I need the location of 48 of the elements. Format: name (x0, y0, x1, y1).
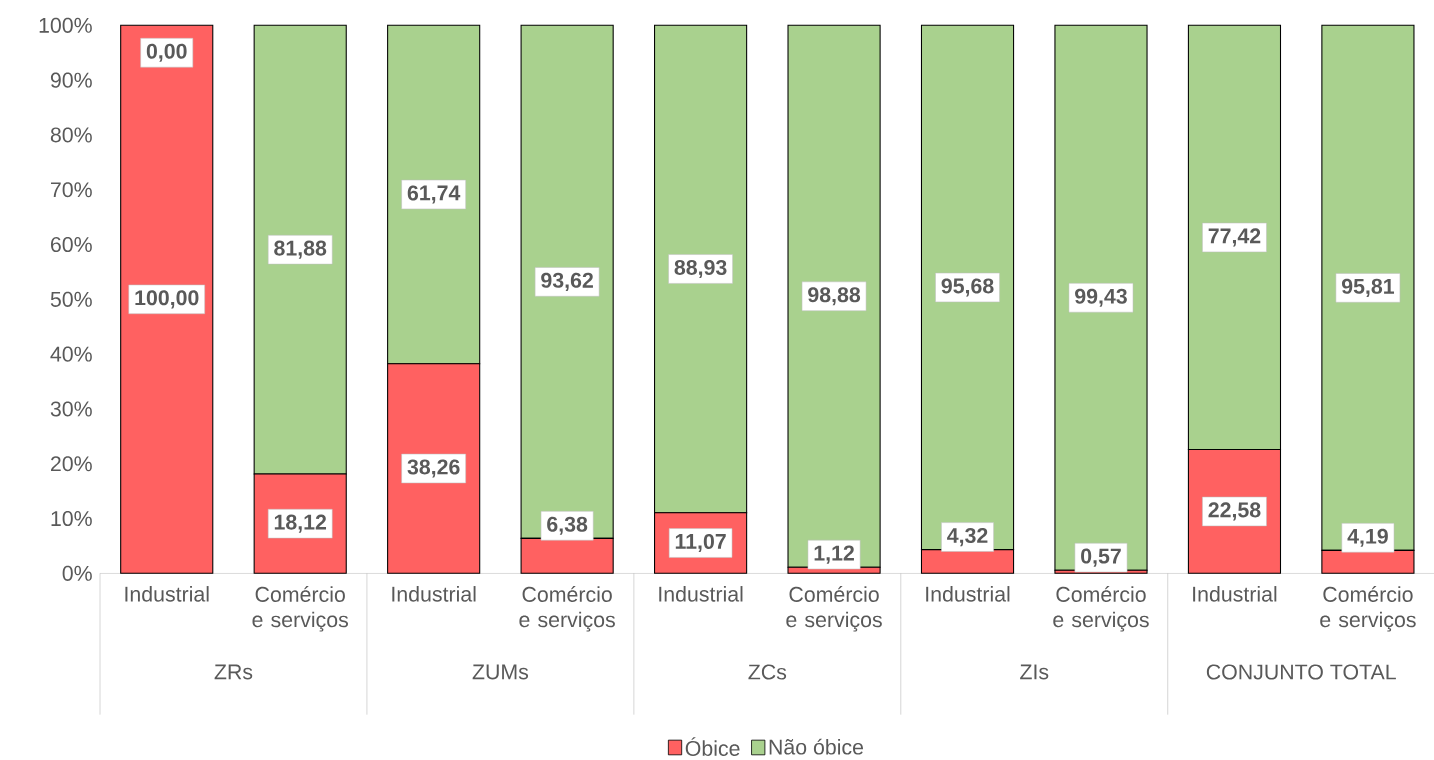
y-tick-label: 0% (62, 565, 92, 581)
data-label: 0,57 (1081, 548, 1121, 567)
y-tick-label: 50% (50, 291, 92, 307)
legend-label: Óbice (685, 737, 740, 757)
data-label: 88,93 (674, 259, 727, 279)
x-tick-label: Industrial (659, 586, 743, 602)
x-tick-label: Industrial (125, 586, 209, 602)
text: ZCs (748, 664, 787, 680)
text: CONJUNTO TOTAL (1206, 664, 1396, 680)
text: ZRs (214, 664, 253, 680)
x-tick-label: Industrial (392, 586, 476, 602)
x-tick-label: Comércio e serviços (1320, 586, 1416, 632)
data-label: 99,43 (1075, 288, 1127, 307)
data-label: 81,88 (274, 240, 327, 259)
y-tick-label: 70% (51, 182, 92, 198)
y-tick-label: 10% (51, 510, 92, 527)
data-label: 11,07 (675, 533, 726, 553)
x-tick-label: Industrial (926, 586, 1010, 602)
data-label: 95,81 (1341, 278, 1395, 297)
x-tick-label: Comércio e serviços (252, 586, 349, 632)
data-label: 98,88 (808, 287, 861, 306)
x-tick-label: Comércio e serviços (519, 586, 615, 632)
data-label: 95,68 (941, 278, 994, 297)
y-tick-label: 20% (50, 456, 92, 472)
data-label: 93,62 (541, 272, 593, 291)
y-tick-label: 90% (50, 72, 92, 88)
text: ZIs (1020, 664, 1049, 680)
y-tick-label: 40% (50, 346, 92, 362)
data-label: 38,26 (407, 459, 460, 478)
data-label: 6,38 (547, 516, 588, 535)
y-tick-label: 30% (50, 401, 92, 417)
data-label: 18,12 (274, 514, 327, 533)
data-label: 61,74 (407, 185, 461, 204)
x-tick-label: Comércio e serviços (786, 586, 882, 632)
data-label: 1,12 (814, 545, 854, 564)
data-label: 22,58 (1208, 502, 1261, 521)
y-tick-label: 80% (50, 127, 92, 143)
data-label: 0,00 (146, 43, 187, 62)
data-label: 4,32 (947, 527, 988, 547)
legend-label: Não óbice (769, 738, 864, 755)
data-label: 100,00 (135, 290, 199, 309)
data-label: 77,42 (1208, 228, 1261, 247)
y-tick-label: 60% (51, 236, 92, 253)
x-tick-label: Comércio e serviços (1053, 586, 1149, 632)
y-tick-label: 100% (39, 17, 92, 33)
data-label: 4,19 (1347, 528, 1388, 547)
x-tick-label: Industrial (1193, 586, 1277, 602)
text: ZUMs (472, 664, 529, 680)
